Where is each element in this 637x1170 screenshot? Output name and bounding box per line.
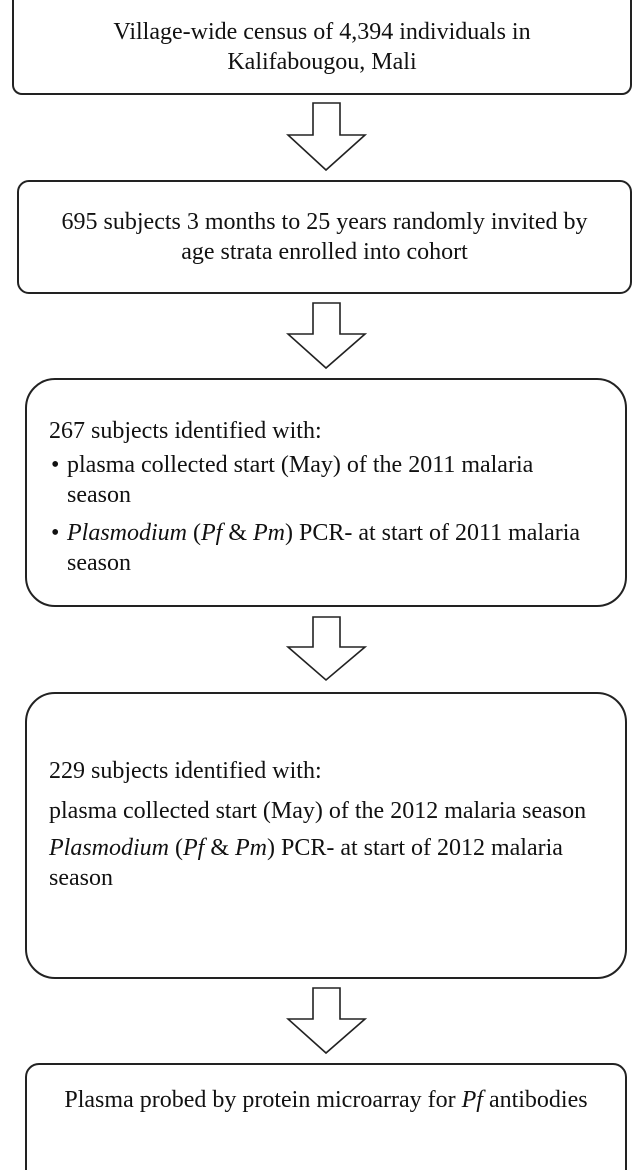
box-text: Plasma probed by protein microarray for … — [56, 1085, 596, 1115]
text: antibodies — [482, 1087, 588, 1113]
text: ) PCR- at start of 2011 malaria season — [67, 520, 581, 576]
box-text: Village-wide census of 4,394 individuals… — [113, 18, 531, 75]
text: Pf — [461, 1087, 483, 1113]
box-text: 695 subjects 3 months to 25 years random… — [61, 209, 588, 265]
box-2012: 229 subjects identified with: plasma col… — [25, 692, 627, 979]
text: ) PCR- at start of 2012 malaria season — [49, 835, 563, 891]
criterion: plasma collected start (May) of the 2011… — [51, 450, 603, 510]
text: Pf — [201, 520, 223, 546]
box-heading: 229 subjects identified with: — [49, 758, 322, 784]
text: Plasmodium — [49, 835, 169, 861]
text: & — [222, 520, 253, 546]
text: & — [204, 835, 235, 861]
text: ( — [169, 835, 183, 861]
arrow — [286, 987, 368, 1055]
box-census: Village-wide census of 4,394 individuals… — [12, 0, 632, 95]
text: Pm — [235, 835, 267, 861]
criterion: Plasmodium (Pf & Pm) PCR- at start of 20… — [49, 833, 603, 893]
text: Pf — [183, 835, 205, 861]
text: plasma collected start (May) of the 2011… — [67, 452, 534, 508]
criterion: plasma collected start (May) of the 2012… — [49, 796, 603, 826]
box-microarray: Plasma probed by protein microarray for … — [25, 1063, 627, 1170]
arrow — [286, 102, 368, 172]
box-cohort: 695 subjects 3 months to 25 years random… — [17, 180, 632, 294]
text: Plasmodium — [67, 520, 187, 546]
criterion: Plasmodium (Pf & Pm) PCR- at start of 20… — [51, 518, 603, 578]
box-2011: 267 subjects identified with: plasma col… — [25, 378, 627, 607]
text: ( — [187, 520, 201, 546]
text: Plasma probed by protein microarray for — [64, 1087, 462, 1113]
text: Pm — [253, 520, 285, 546]
arrow — [286, 616, 368, 682]
arrow — [286, 302, 368, 370]
text: plasma collected start (May) of the 2012… — [49, 798, 587, 824]
box-heading: 267 subjects identified with: — [49, 418, 322, 444]
criteria-list: plasma collected start (May) of the 2011… — [49, 450, 603, 578]
